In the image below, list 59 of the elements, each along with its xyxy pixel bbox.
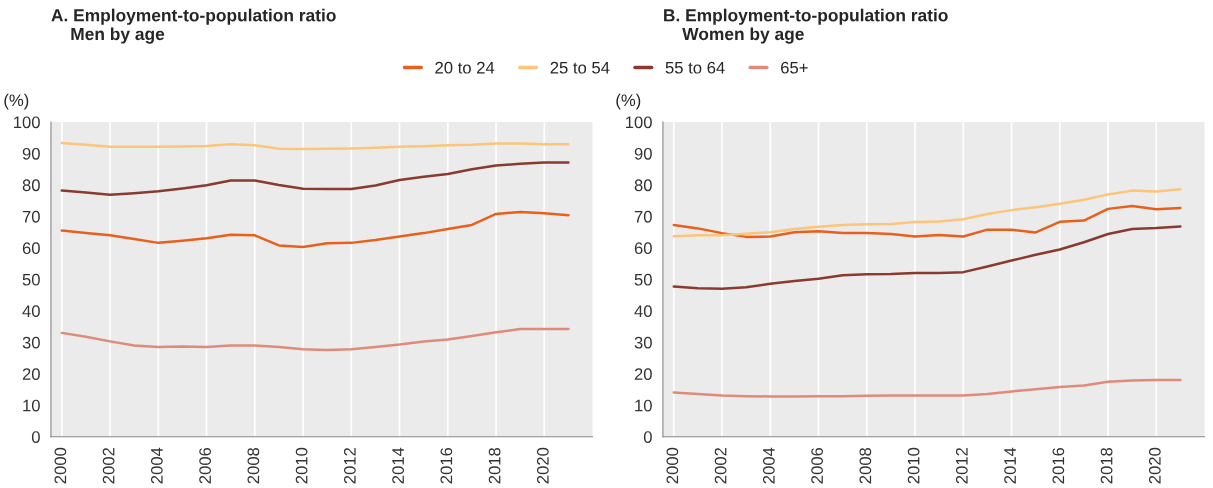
x-tick-label: 2000 xyxy=(54,447,67,484)
y-tick-label: 20 xyxy=(634,368,652,381)
legend-label: 25 to 54 xyxy=(550,61,610,74)
x-tick-label: 2008 xyxy=(247,447,260,484)
x-tick-label: 2000 xyxy=(666,447,679,484)
line-series xyxy=(60,327,570,352)
line-series xyxy=(60,210,570,249)
y-tick-label: 0 xyxy=(643,431,652,443)
line-series xyxy=(60,161,570,196)
y-tick-label: 30 xyxy=(22,336,40,349)
legend-label: 55 to 64 xyxy=(665,61,725,74)
y-tick-label: 20 xyxy=(22,368,40,381)
y-tick-label: 90 xyxy=(22,147,40,160)
y-tick-label: 10 xyxy=(635,399,652,412)
y-tick-label: 40 xyxy=(22,305,40,318)
y-tick-label: 60 xyxy=(22,242,40,255)
y-axis-title: (%) xyxy=(4,93,29,110)
y-tick-label: 40 xyxy=(634,305,652,318)
y-tick-label: 50 xyxy=(634,273,652,286)
y-tick-label: 60 xyxy=(634,242,652,255)
y-axis-title: (%) xyxy=(616,93,641,110)
chart-title: B. Employment-to-population ratio Women by age xyxy=(664,8,948,44)
x-tick-label: 2004 xyxy=(150,447,163,484)
x-tick-label: 2006 xyxy=(811,447,823,484)
x-tick-label: 2004 xyxy=(762,447,775,484)
x-tick-label: 2016 xyxy=(440,447,453,484)
y-tick-label: 30 xyxy=(634,336,652,349)
y-tick-label: 50 xyxy=(22,273,40,286)
chart-title: A. Employment-to-population ratio Men by age xyxy=(51,8,336,44)
x-tick-label: 2020 xyxy=(536,447,549,484)
line-series xyxy=(672,225,1182,291)
y-tick-label: 0 xyxy=(31,431,40,443)
y-tick-label: 100 xyxy=(14,116,40,129)
x-tick-label: 2008 xyxy=(859,447,872,484)
x-tick-label: 2016 xyxy=(1052,447,1065,484)
line-series xyxy=(672,188,1182,238)
y-tick-label: 80 xyxy=(634,179,652,192)
x-tick-label: 2018 xyxy=(1100,447,1113,484)
y-tick-label: 10 xyxy=(23,399,40,412)
x-tick-label: 2012 xyxy=(955,448,968,484)
x-tick-label: 2018 xyxy=(488,447,501,484)
x-tick-label: 2010 xyxy=(907,447,920,484)
legend-label: 20 to 24 xyxy=(435,61,495,74)
line-series xyxy=(672,378,1182,398)
x-tick-label: 2012 xyxy=(343,448,356,484)
line-series xyxy=(672,204,1182,239)
x-tick-label: 2002 xyxy=(714,448,727,484)
x-tick-label: 2020 xyxy=(1148,447,1161,484)
x-tick-label: 2014 xyxy=(1004,447,1016,484)
x-tick-label: 2002 xyxy=(102,448,115,484)
legend-label: 65+ xyxy=(781,61,808,74)
y-tick-label: 70 xyxy=(22,210,40,223)
y-tick-label: 80 xyxy=(22,179,40,192)
y-tick-label: 70 xyxy=(634,210,652,223)
x-tick-label: 2006 xyxy=(199,447,212,484)
x-tick-label: 2014 xyxy=(392,447,405,484)
y-tick-label: 90 xyxy=(634,147,652,160)
x-tick-label: 2010 xyxy=(295,447,308,484)
y-tick-label: 100 xyxy=(625,116,652,129)
